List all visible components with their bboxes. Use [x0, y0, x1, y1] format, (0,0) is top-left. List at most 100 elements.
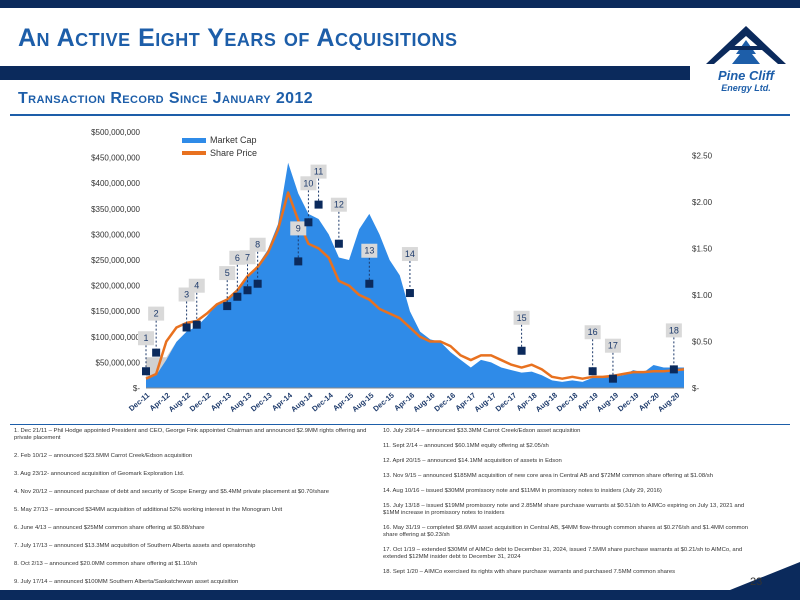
x-tick-label: Dec-17 [494, 391, 519, 414]
transaction-note: 3. Aug 23/12- announced acquisition of G… [14, 471, 185, 477]
annotation-label: 11 [314, 167, 323, 177]
share-price-line [145, 191, 685, 380]
transaction-note: 16. May 31/19 – completed $8.6MM asset a… [383, 525, 749, 538]
annotation-label: 7 [245, 252, 250, 262]
y-right-tick-label: $2.50 [692, 151, 713, 160]
x-tick-label: Aug-15 [350, 391, 375, 414]
annotation-label: 4 [194, 281, 199, 291]
x-tick-label: Dec-15 [371, 391, 396, 414]
x-tick-label: Aug-13 [228, 391, 253, 414]
transaction-note: 8. Oct 2/13 – announced $20.0MM common s… [14, 561, 198, 567]
annotation-label: 10 [303, 178, 313, 188]
x-tick-label: Aug-20 [656, 391, 681, 414]
annotation-box [239, 250, 256, 265]
logo-band [730, 46, 762, 50]
annotation-marker [152, 348, 161, 357]
annotation-box [665, 323, 682, 338]
annotation-marker [142, 367, 150, 376]
x-tick-label: Aug-12 [167, 391, 192, 414]
annotation-label: 14 [405, 249, 415, 259]
y-right-tick-label: $- [692, 384, 699, 393]
transaction-note: 14. Aug 10/16 – issued $30MM promissory … [383, 488, 662, 494]
y-left-tick-label: $350,000,000 [91, 205, 140, 214]
x-tick-label: Dec-14 [310, 390, 335, 413]
x-tick-label: Dec-19 [616, 391, 641, 414]
legend-label-market-cap: Market Cap [210, 135, 257, 145]
logo-line2: Energy Ltd. [721, 83, 771, 93]
annotation-box [584, 325, 601, 340]
annotation-label: 5 [225, 268, 230, 278]
y-left-tick-label: $50,000,000 [96, 358, 141, 367]
annotation-marker [182, 323, 191, 332]
y-left-tick-label: $300,000,000 [91, 230, 140, 239]
logo-roof-icon [706, 26, 786, 64]
y-left-tick-label: $250,000,000 [91, 256, 140, 265]
notes-left-column: 1. Dec 21/11 – Phil Hodge appointed Pres… [14, 428, 384, 597]
logo-tree-icon [732, 40, 760, 64]
annotation-marker [233, 292, 242, 301]
footer-accent [730, 562, 800, 590]
transaction-note: 17. Oct 1/19 – extended $30MM of AIMCo d… [383, 547, 743, 560]
x-tick-label: Aug-17 [473, 391, 498, 414]
y-right-tick-label: $2.00 [692, 198, 713, 207]
annotation-marker [588, 367, 597, 376]
transaction-note: 6. June 4/13 – announced $25MM common sh… [14, 525, 205, 531]
legend-swatch-market-cap [182, 138, 206, 143]
y-left-tick-label: $- [133, 384, 140, 393]
pine-cliff-logo [706, 26, 786, 64]
annotation-label: 9 [296, 223, 301, 233]
annotation-label: 3 [184, 289, 189, 299]
transaction-note: 12. April 20/15 – announced $14.1MM acqu… [383, 458, 562, 464]
annotation-marker [253, 279, 262, 288]
transaction-note: 11. Sept 2/14 – announced $60.1MM equity… [383, 443, 549, 449]
page-title: An Active Eight Years of Acquisitions [18, 24, 458, 52]
transaction-note: 7. July 17/13 – announced $13.3MM acquis… [14, 543, 256, 549]
annotation-box [401, 247, 418, 262]
annotation-box [310, 164, 327, 179]
legend-label-share-price: Share Price [210, 148, 257, 158]
logo-text: Pine Cliff Energy Ltd. [700, 68, 792, 94]
title-band [0, 66, 690, 80]
annotation-box [361, 243, 378, 258]
page-number: 23 [750, 576, 763, 588]
x-tick-label: Aug-19 [595, 391, 620, 414]
transaction-note: 9. July 17/14 – announced $100MM Souther… [14, 579, 239, 585]
annotation-label: 1 [143, 333, 148, 343]
annotation-box [138, 331, 154, 346]
top-bar [0, 0, 800, 8]
annotation-label: 8 [255, 240, 260, 250]
annotation-box [219, 266, 236, 281]
y-left-tick-label: $150,000,000 [91, 307, 140, 316]
y-left-tick-label: $200,000,000 [91, 282, 140, 291]
x-tick-label: Aug-14 [289, 390, 315, 414]
y-right-tick-label: $0.50 [692, 337, 713, 346]
annotation-box [290, 221, 307, 236]
y-left-tick-label: $500,000,000 [91, 128, 140, 137]
x-tick-label: Aug-16 [411, 391, 436, 414]
logo-line1: Pine Cliff [717, 68, 775, 83]
transaction-note: 10. July 29/14 – announced $33.3MM Carro… [383, 428, 581, 434]
annotation-marker [517, 346, 526, 355]
y-left-tick-label: $100,000,000 [91, 333, 140, 342]
y-left-tick-label: $450,000,000 [91, 154, 140, 163]
annotation-box [330, 197, 347, 212]
annotation-box [249, 237, 266, 252]
annotation-label: 6 [235, 253, 240, 263]
annotation-marker [223, 302, 232, 311]
legend-swatch-share-price [182, 151, 206, 155]
x-tick-label: Dec-11 [127, 391, 151, 413]
annotation-box [513, 310, 530, 325]
annotation-marker [304, 218, 313, 227]
transaction-note: 15. July 13/18 – issued $19MM promissory… [383, 503, 745, 516]
annotation-marker [314, 200, 323, 209]
annotation-label: 15 [517, 313, 527, 323]
annotation-label: 12 [334, 200, 344, 210]
transaction-chart: $- $50,000,000 $100,000,000 $150,000,000 $20… [91, 128, 713, 414]
annotation-marker [334, 239, 343, 248]
annotation-box [148, 306, 165, 321]
footer-bar [0, 590, 800, 600]
x-tick-label: Dec-12 [188, 391, 213, 414]
annotation-marker [608, 374, 617, 383]
x-tick-label: Dec-18 [555, 391, 580, 414]
x-tick-label: Aug-18 [534, 391, 559, 414]
